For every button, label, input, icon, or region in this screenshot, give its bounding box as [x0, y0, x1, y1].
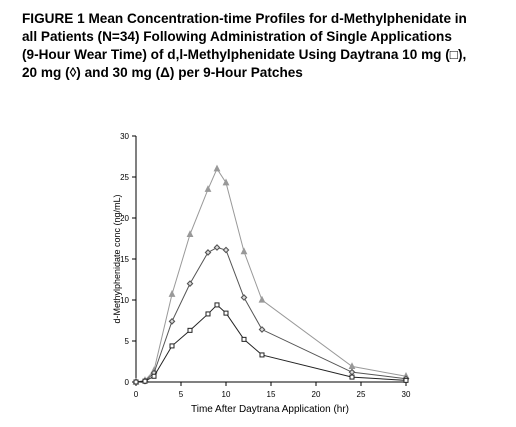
marker [204, 249, 212, 256]
series-line [135, 246, 407, 383]
marker [214, 302, 220, 308]
y-tick-label: 10 [120, 296, 129, 305]
x-tick-label: 30 [402, 390, 411, 399]
title-line: FIGURE 1 Mean Concentration-time Profile… [22, 11, 467, 26]
marker [241, 336, 247, 342]
marker [187, 327, 193, 333]
marker [168, 317, 176, 325]
y-tick-label: 20 [120, 214, 129, 223]
marker [151, 373, 157, 379]
y-tick-label: 30 [120, 132, 129, 141]
y-tick-label: 15 [120, 255, 129, 264]
marker [240, 247, 248, 255]
marker [222, 246, 230, 254]
marker [258, 295, 266, 303]
x-tick-label: 20 [312, 390, 321, 399]
series-line [135, 304, 407, 383]
marker [259, 352, 265, 358]
marker [258, 326, 266, 333]
y-axis-label: d-Methylphenidate conc (ng/mL) [112, 194, 122, 323]
x-tick-label: 25 [357, 390, 366, 399]
x-tick-label: 15 [267, 390, 276, 399]
marker [142, 378, 148, 384]
marker [205, 311, 211, 317]
x-tick-label: 0 [134, 390, 139, 399]
marker [186, 280, 194, 287]
marker [133, 379, 139, 385]
title-line: (9-Hour Wear Time) of d,l-Methylphenidat… [22, 47, 467, 62]
marker [169, 343, 175, 349]
series-line [135, 167, 407, 383]
marker [213, 164, 221, 172]
x-tick-label: 10 [222, 390, 231, 399]
marker [204, 185, 212, 192]
marker [168, 290, 176, 297]
x-tick-label: 5 [179, 390, 184, 399]
marker [348, 362, 356, 370]
marker [223, 310, 229, 316]
marker [349, 374, 355, 380]
chart-title: FIGURE 1 Mean Concentration-time Profile… [22, 10, 512, 82]
marker [403, 377, 409, 383]
y-tick-label: 0 [125, 378, 130, 387]
marker [348, 368, 356, 376]
marker [186, 230, 194, 237]
x-axis-label: Time After Daytrana Application (hr) [191, 404, 349, 415]
title-line: 20 mg (◊) and 30 mg (Δ) per 9-Hour Patch… [22, 65, 303, 80]
y-tick-label: 5 [125, 337, 130, 346]
y-tick-label: 25 [120, 173, 129, 182]
marker [222, 178, 230, 186]
title-line: all Patients (N=34) Following Administra… [22, 29, 452, 44]
marker [213, 244, 221, 251]
marker [240, 294, 248, 301]
